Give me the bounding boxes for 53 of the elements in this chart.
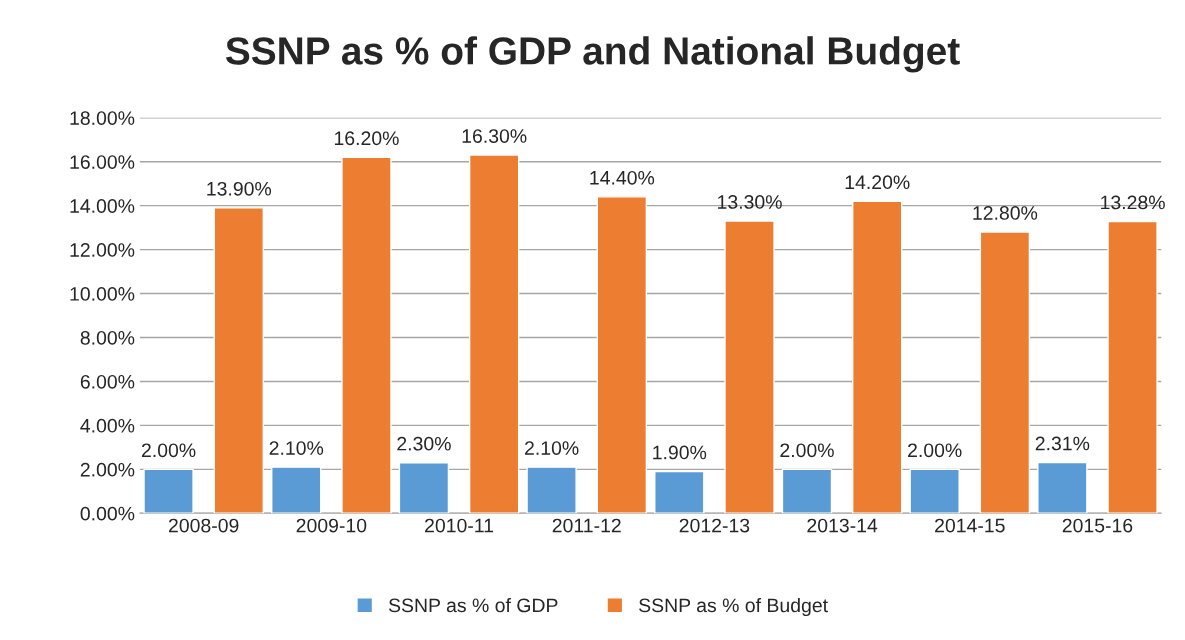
bar [143,468,194,514]
data-label: 2.00% [908,443,962,458]
data-label: 1.90% [653,445,707,460]
data-label: 2.30% [397,436,451,451]
y-tick-label: 16.00% [70,155,135,169]
bar [213,207,264,514]
bar [526,466,577,514]
bar [909,468,960,514]
data-label: 13.90% [207,181,272,196]
bar [468,154,520,514]
y-tick-label: 6.00% [80,374,135,389]
y-tick-label: 0.00% [80,506,135,521]
x-tick-label: 2015-16 [1062,518,1133,533]
chart-title: SSNP as % of GDP and National Budget [225,36,960,73]
bar [654,470,705,514]
data-label: 16.20% [334,131,399,146]
y-tick-label: 4.00% [80,418,135,433]
legend-label: SSNP as % of Budget [639,597,828,617]
bar [341,156,392,514]
data-label: 14.40% [590,170,655,185]
x-tick-label: 2011-12 [552,518,621,533]
bar [781,468,833,514]
y-tick-label: 10.00% [70,287,135,301]
bar [1107,220,1158,514]
bar [851,200,903,514]
x-tick-label: 2009-10 [296,518,367,533]
data-label: 12.80% [973,206,1038,220]
data-label: 2.10% [525,441,579,455]
x-tick-label: 2013-14 [807,518,878,533]
y-tick-label: 14.00% [70,199,135,213]
y-tick-label: 12.00% [70,243,135,257]
x-tick-label: 2014-15 [935,518,1005,533]
y-tick-label: 2.00% [80,462,135,477]
bar [1037,461,1088,514]
bar [271,466,322,514]
data-label: 16.30% [462,129,527,143]
x-tick-label: 2010-11 [425,518,494,533]
bar [596,196,648,514]
data-label: 2.10% [269,441,324,455]
bar [724,220,775,514]
x-tick-label: 2008-09 [168,518,239,533]
legend-label: SSNP as % of GDP [388,598,558,613]
bar [398,462,450,514]
x-tick-label: 2012-13 [679,518,750,533]
data-label: 13.30% [718,195,782,209]
y-tick-label: 8.00% [80,330,135,345]
y-tick-label: 18.00% [70,111,135,125]
data-label: 14.20% [845,175,910,190]
data-label: 2.00% [780,443,834,458]
data-label: 2.31% [1035,436,1090,451]
data-label: 13.28% [1101,195,1165,210]
data-label: 2.00% [141,443,196,458]
bar [979,231,1031,514]
